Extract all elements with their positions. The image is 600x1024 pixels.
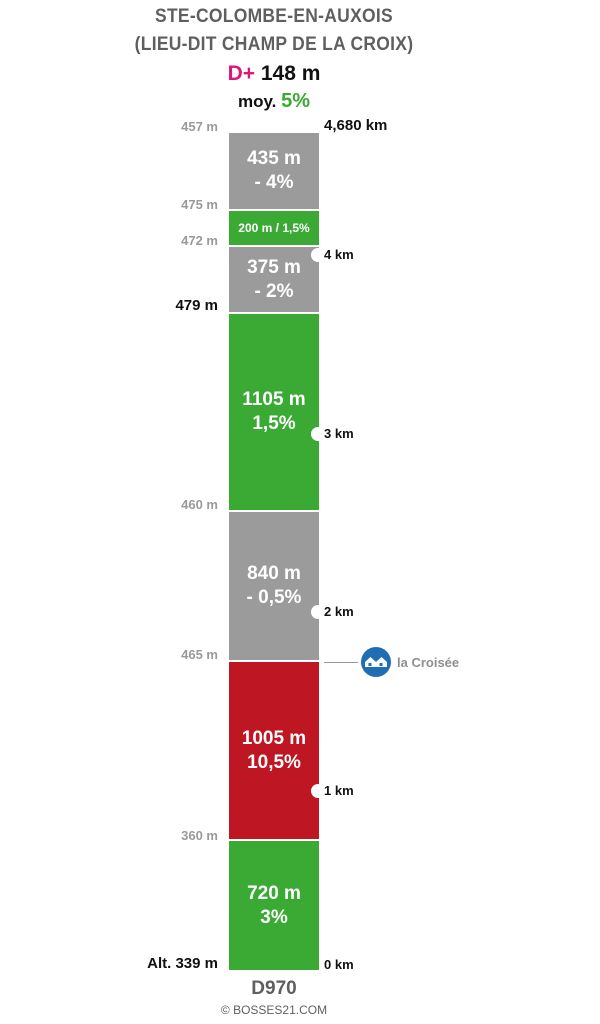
segment-grade: - 0,5% <box>246 587 302 608</box>
copyright: © BOSSES21.COM <box>220 1003 328 1017</box>
segment-3: 375 m - 2% <box>229 247 319 312</box>
road-name: D970 <box>251 978 297 999</box>
poi-leader-line <box>324 662 358 663</box>
segment-grade: 10,5% <box>247 751 301 773</box>
altitude-label: 465 m <box>181 647 218 662</box>
km-label: 3 km <box>324 426 354 441</box>
altitude-label: 479 m <box>175 297 218 314</box>
km-label: 4 km <box>324 247 354 262</box>
segment-grade: 3% <box>260 906 288 928</box>
dplus-value: 148 m <box>260 62 321 85</box>
segment-grade: - 2% <box>254 280 294 302</box>
altitude-label: 457 m <box>181 119 218 134</box>
dplus-label: D+ <box>227 62 256 85</box>
segment-grade: 1,5% <box>252 413 296 434</box>
segment-grade: - 4% <box>254 172 294 193</box>
segment-length: 375 m <box>247 256 301 278</box>
km-label: 0 km <box>324 957 354 972</box>
segment-5: 840 m - 0,5% <box>229 512 319 660</box>
segment-length: 200 m / 1,5% <box>238 220 310 235</box>
km-notch <box>311 427 325 441</box>
altitude-label: 360 m <box>181 828 218 843</box>
segment-length: 435 m <box>247 148 301 170</box>
km-notch <box>311 784 325 798</box>
segment-4: 1105 m 1,5% <box>229 314 319 510</box>
km-label: 4,680 km <box>324 117 388 134</box>
average-value: 5% <box>281 90 311 112</box>
segment-1: 435 m - 4% <box>229 133 319 209</box>
km-label: 1 km <box>324 783 354 798</box>
altitude-label: 475 m <box>181 197 218 212</box>
segment-7: 720 m 3% <box>229 841 319 970</box>
segment-6: 1005 m 10,5% <box>229 662 319 839</box>
average-label: moy. <box>237 92 277 111</box>
segment-2: 200 m / 1,5% <box>229 211 319 245</box>
title-line-2: (LIEU-DIT CHAMP DE LA CROIX) <box>134 34 414 55</box>
segment-length: 1105 m <box>242 389 306 411</box>
segment-length: 840 m <box>247 563 301 585</box>
poi-label: la Croisée <box>397 655 460 670</box>
segment-length: 720 m <box>247 882 301 904</box>
elevation-gain: D+ 148 m <box>0 62 548 86</box>
altitude-label: Alt. 339 m <box>147 955 218 972</box>
altitude-label: 472 m <box>181 233 218 248</box>
segment-length: 1005 m <box>241 727 307 749</box>
title-line-1: STE-COLOMBE-EN-AUXOIS <box>155 6 393 27</box>
altitude-label: 460 m <box>181 497 218 512</box>
houses-icon <box>361 647 391 677</box>
km-notch <box>311 248 325 262</box>
km-notch <box>311 605 325 619</box>
km-label: 2 km <box>324 604 354 619</box>
average-grade: moy. 5% <box>0 90 548 113</box>
